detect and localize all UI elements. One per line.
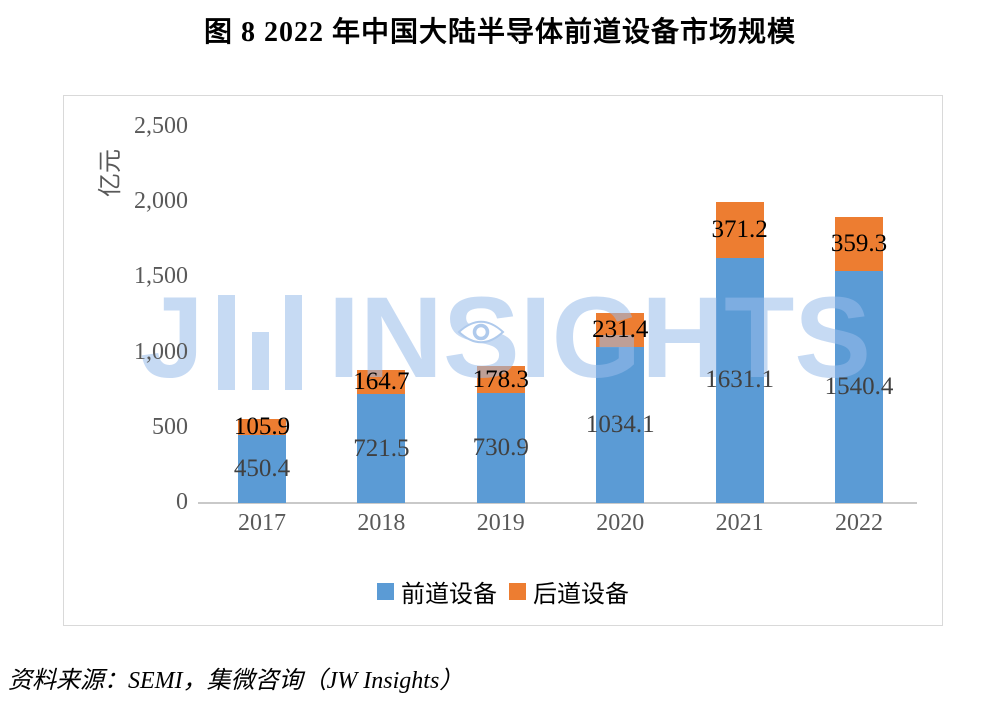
x-tick-2020: 2020 xyxy=(596,510,645,536)
label-front-end-2017: 450.4 xyxy=(233,455,291,483)
y-tick-0: 0 xyxy=(176,489,188,515)
bar-back-end-2022 xyxy=(835,217,883,272)
bar-back-end-2017 xyxy=(238,419,286,436)
label-back-end-2021: 371.2 xyxy=(711,215,768,243)
label-back-end-2020: 231.4 xyxy=(592,316,649,344)
y-tick-1500: 1,500 xyxy=(134,263,188,290)
legend-item-back-end: 后道设备 xyxy=(509,574,629,609)
x-tick-2021: 2021 xyxy=(715,510,764,536)
x-axis-ticks: 2017 2018 2019 2020 2021 2022 xyxy=(64,96,942,625)
label-back-end-2017: 105.9 xyxy=(233,413,291,441)
y-tick-2500: 2,500 xyxy=(134,113,188,139)
y-axis-ticks: 0 500 1,000 1,500 2,000 2,500 xyxy=(64,96,942,625)
bar-back-end-2019 xyxy=(476,366,525,394)
plot-area xyxy=(64,96,942,625)
x-tick-2022: 2022 xyxy=(835,510,883,536)
label-front-end-2018: 721.5 xyxy=(353,434,410,462)
y-tick-500: 500 xyxy=(152,413,188,440)
source-note: 资料来源：SEMI，集微咨询（JW Insights） xyxy=(8,668,464,694)
y-tick-1000: 1,000 xyxy=(134,338,188,365)
label-back-end-2019: 178.3 xyxy=(472,365,529,393)
legend-swatch-back-end-icon xyxy=(509,583,526,600)
chart-title: 图 8 2022 年中国大陆半导体前道设备市场规模 xyxy=(203,17,796,48)
label-front-end-2022: 1540.4 xyxy=(824,373,894,401)
label-front-end-2020: 1034.1 xyxy=(585,411,655,439)
bar-front-end-2021 xyxy=(715,257,764,503)
x-tick-2019: 2019 xyxy=(476,510,525,536)
label-front-end-2019: 730.9 xyxy=(472,434,529,462)
x-axis-line xyxy=(198,502,917,504)
bar-front-end-2018 xyxy=(357,394,406,503)
legend-label-back-end: 后道设备 xyxy=(533,582,629,608)
label-back-end-2018: 164.7 xyxy=(353,368,410,396)
bar-back-end-2018 xyxy=(357,369,406,395)
bar-front-end-2019 xyxy=(476,393,525,503)
x-tick-2018: 2018 xyxy=(357,510,406,536)
x-tick-2017: 2017 xyxy=(238,510,286,536)
label-front-end-2021: 1631.1 xyxy=(705,366,774,394)
y-tick-2000: 2,000 xyxy=(134,188,188,215)
bar-front-end-2020 xyxy=(596,347,645,503)
data-labels-layer: 450.4 105.9 721.5 164.7 730.9 178.3 1034.1 231.… xyxy=(64,96,942,625)
legend: 前道设备 后道设备 xyxy=(64,574,942,609)
bar-back-end-2020 xyxy=(596,312,645,348)
legend-item-front-end: 前道设备 xyxy=(377,574,497,609)
chart-frame: 亿元 0 500 1,000 1,500 2,000 2,500 2017 2018 2019… xyxy=(63,95,943,626)
bar-front-end-2017 xyxy=(238,435,286,503)
bar-front-end-2022 xyxy=(835,271,883,503)
bar-back-end-2021 xyxy=(715,201,764,258)
label-back-end-2022: 359.3 xyxy=(830,230,888,258)
legend-swatch-front-end-icon xyxy=(377,583,394,600)
legend-label-front-end: 前道设备 xyxy=(401,582,497,608)
